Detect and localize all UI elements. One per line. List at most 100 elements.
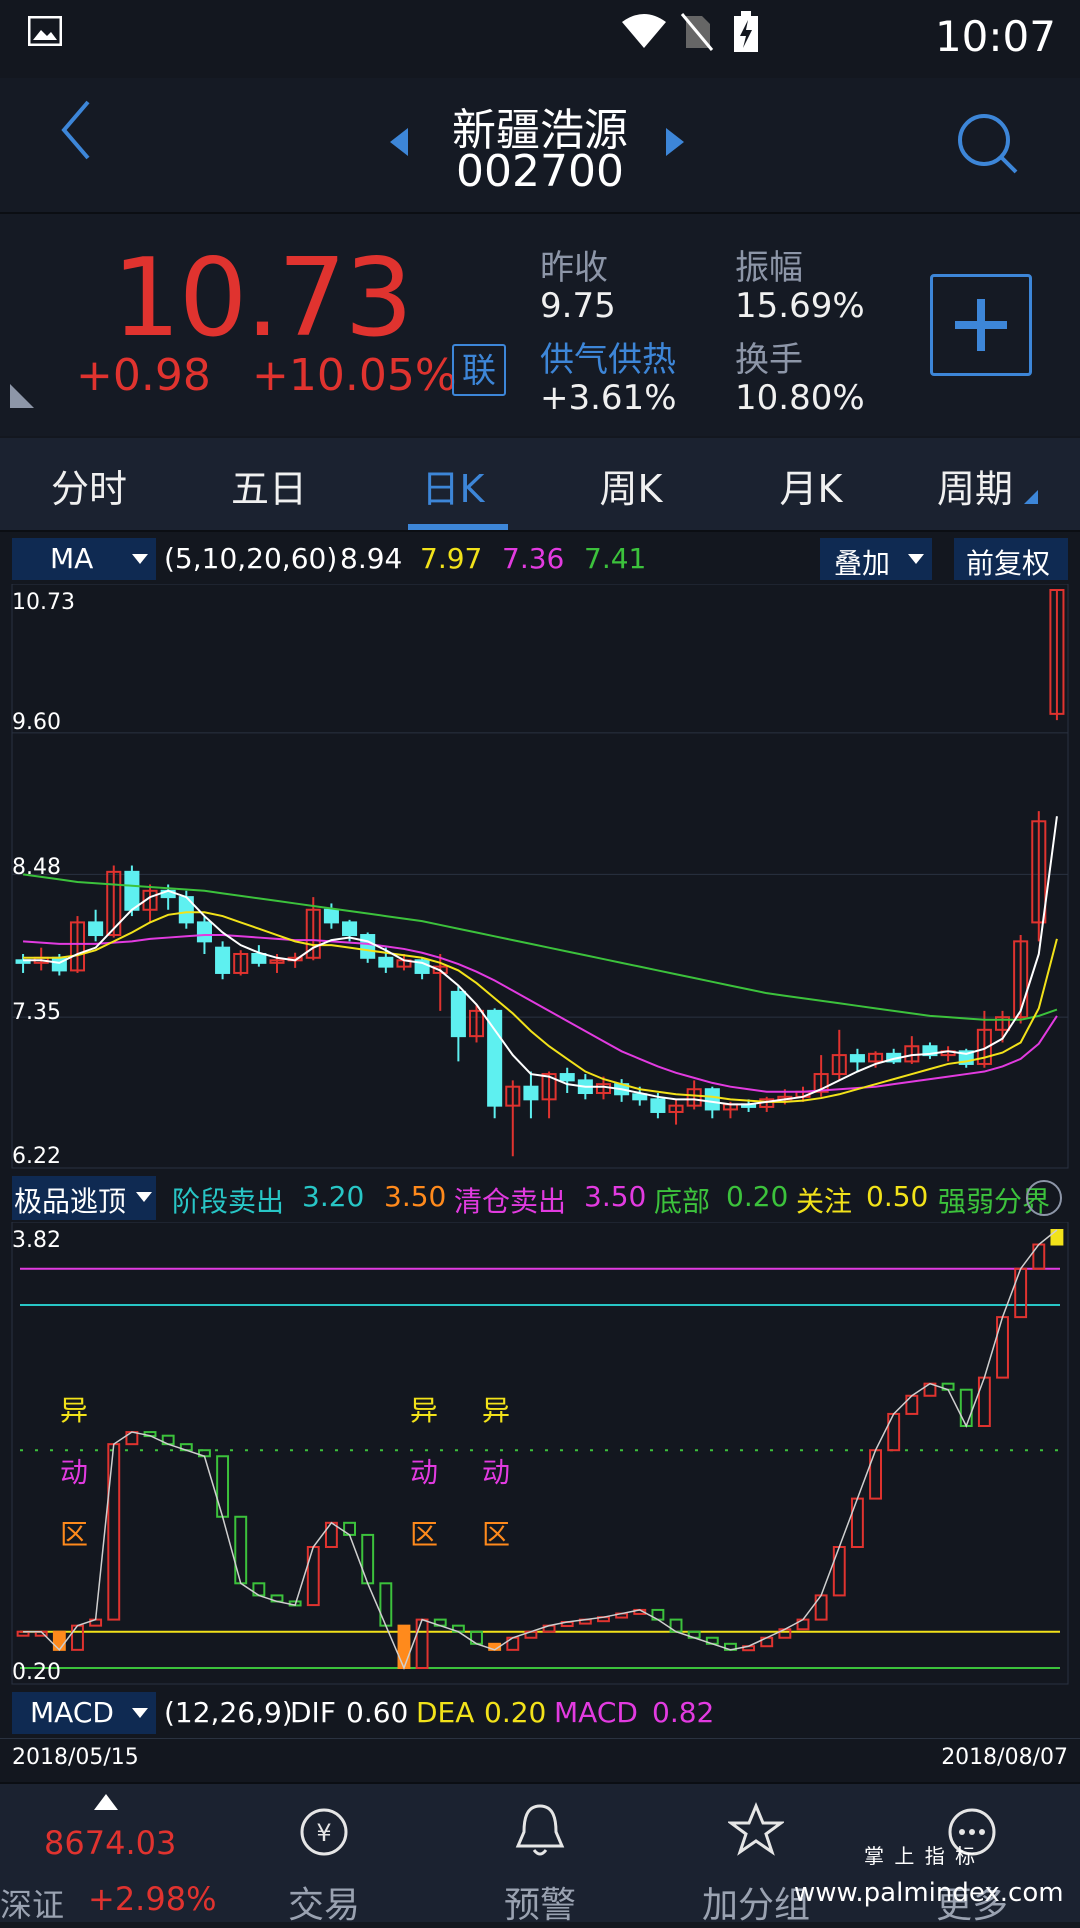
prev-stock-icon[interactable] <box>390 128 410 156</box>
candle-body <box>305 908 321 959</box>
ma60-line <box>22 873 1058 1021</box>
no-sim-icon <box>680 13 714 51</box>
candle-body <box>378 956 394 968</box>
status-bar: 10:07 <box>0 0 1080 78</box>
ma5-line <box>23 816 1058 1106</box>
anomaly-char-3: 区 <box>410 1518 439 1551</box>
bottom-nav: 8674.03 深证 +2.98% ¥ 交易 预警 加分组 更多 掌 上 指 标… <box>0 1782 1080 1926</box>
candle-body <box>342 921 358 937</box>
anomaly-char-3: 区 <box>482 1518 511 1551</box>
macd-value: 0.82 <box>652 1696 715 1729</box>
quote-panel: 10.73 +0.98 +10.05% 联 昨收 9.75 供气供热 +3.61… <box>0 214 1080 436</box>
candle-body <box>88 921 104 937</box>
candle-body <box>632 1093 648 1101</box>
prev-close-label: 昨收 <box>540 248 608 288</box>
indicator-bar <box>216 1455 230 1518</box>
stock-code: 002700 <box>456 146 624 197</box>
watch-label: 关注 <box>796 1185 853 1218</box>
turnover-value: 10.80% <box>735 378 865 418</box>
indicator-bar <box>415 1618 429 1669</box>
adjust-button[interactable]: 前复权 <box>954 538 1068 580</box>
ma-params: (5,10,20,60) <box>164 542 338 575</box>
wifi-icon <box>622 14 666 48</box>
tab-daily-k[interactable]: 日K <box>421 467 485 511</box>
candle-body <box>813 1073 829 1093</box>
anomaly-char-2: 动 <box>410 1456 439 1489</box>
candle-body <box>106 870 122 937</box>
indicator-bar <box>977 1376 991 1428</box>
price-change: +0.98 <box>76 350 211 401</box>
index-name: 深证 <box>0 1886 65 1924</box>
overlay-dropdown[interactable]: 叠加 <box>820 538 932 580</box>
candle-body <box>505 1085 521 1107</box>
watermark-cn: 掌 上 指 标 <box>864 1844 978 1868</box>
index-ticker[interactable]: 8674.03 深证 +2.98% <box>0 1784 216 1924</box>
dropdown-corner-icon <box>1024 490 1038 504</box>
macd-selector[interactable]: MACD <box>12 1692 156 1734</box>
nav-more[interactable]: 更多 <box>872 1784 1072 1926</box>
ma20-line <box>22 934 1058 1093</box>
watermark-url: www.palmindex.com <box>794 1878 1064 1908</box>
indicator-bar <box>361 1533 375 1585</box>
corner-triangle-icon <box>10 384 34 408</box>
candle-body <box>233 952 249 974</box>
nav-add-group[interactable]: 加分组 <box>656 1784 856 1926</box>
anomaly-char-3: 区 <box>60 1518 89 1551</box>
indicator-bar <box>850 1497 864 1549</box>
stage-sell-label: 阶段卖出 <box>172 1185 285 1218</box>
next-stock-icon[interactable] <box>664 128 684 156</box>
indicator-tick-bottom: 0.20 <box>12 1660 61 1685</box>
candle-body <box>831 1054 847 1076</box>
indicator-bar <box>1032 1243 1046 1270</box>
nav-alert-label: 预警 <box>503 1885 576 1926</box>
search-icon[interactable] <box>956 112 1018 174</box>
price-change-pct: +10.05% <box>252 350 457 401</box>
lian-button[interactable]: 联 <box>452 344 506 396</box>
ma20-value: 7.36 <box>502 542 565 575</box>
tab-intraday[interactable]: 分时 <box>50 467 127 511</box>
indicator-chart[interactable] <box>0 1222 1080 1686</box>
ma-bar: MA (5,10,20,60) 8.94 7.97 7.36 7.41 叠加 前… <box>0 538 1080 582</box>
tab-period[interactable]: 周期 <box>936 467 1013 511</box>
candle-body <box>142 889 158 911</box>
indicator-line <box>23 1229 1058 1671</box>
candle-body <box>1031 820 1047 924</box>
indicator-bar <box>905 1394 919 1415</box>
tab-weekly-k[interactable]: 周K <box>599 467 663 511</box>
yen-cycle-icon: ¥ <box>300 1808 348 1856</box>
active-tab-indicator <box>408 524 508 530</box>
settings-circle-icon[interactable] <box>1024 1178 1064 1218</box>
overlay-label: 叠加 <box>834 547 891 580</box>
price-tick-bottom: 6.22 <box>12 1144 61 1169</box>
indicator-bar <box>52 1630 66 1651</box>
star-icon <box>728 1802 784 1856</box>
indicator-selector-label: 极品逃顶 <box>14 1185 127 1218</box>
macd-selector-label: MACD <box>30 1696 114 1729</box>
indicator-bar: 极品逃顶 阶段卖出 3.20 3.50 清仓卖出 3.50 底部 0.20 关注… <box>0 1176 1080 1220</box>
index-value: 8674.03 <box>44 1824 177 1862</box>
prev-close-value: 9.75 <box>540 286 616 326</box>
ma-selector[interactable]: MA <box>12 538 156 580</box>
macd-bar: MACD (12,26,9) DIF 0.60 DEA 0.20 MACD 0.… <box>0 1692 1080 1736</box>
tab-monthly-k[interactable]: 月K <box>779 467 843 511</box>
chevron-down-icon <box>132 1708 148 1718</box>
candle-body <box>432 965 448 974</box>
indicator-selector[interactable]: 极品逃顶 <box>12 1176 156 1220</box>
tab-five-day[interactable]: 五日 <box>230 467 307 511</box>
macd-label: MACD <box>554 1696 638 1729</box>
nav-alert[interactable]: 预警 <box>440 1784 640 1926</box>
back-arrow-icon[interactable] <box>56 98 96 162</box>
nav-trade[interactable]: ¥ 交易 <box>224 1784 424 1926</box>
add-watchlist-button[interactable] <box>930 274 1032 376</box>
turnover-label: 换手 <box>735 340 803 380</box>
indicator-bar <box>959 1388 973 1428</box>
up-triangle-icon <box>94 1794 118 1810</box>
candlestick-chart[interactable] <box>0 584 1080 1170</box>
more-dots-icon <box>948 1808 996 1856</box>
candle-body <box>360 934 376 959</box>
sector-label[interactable]: 供气供热 <box>540 340 676 380</box>
dif-label: DIF <box>290 1696 336 1729</box>
candle-body <box>976 1028 992 1065</box>
anomaly-char-1: 异 <box>60 1394 89 1427</box>
indicator-bar <box>1014 1267 1028 1319</box>
